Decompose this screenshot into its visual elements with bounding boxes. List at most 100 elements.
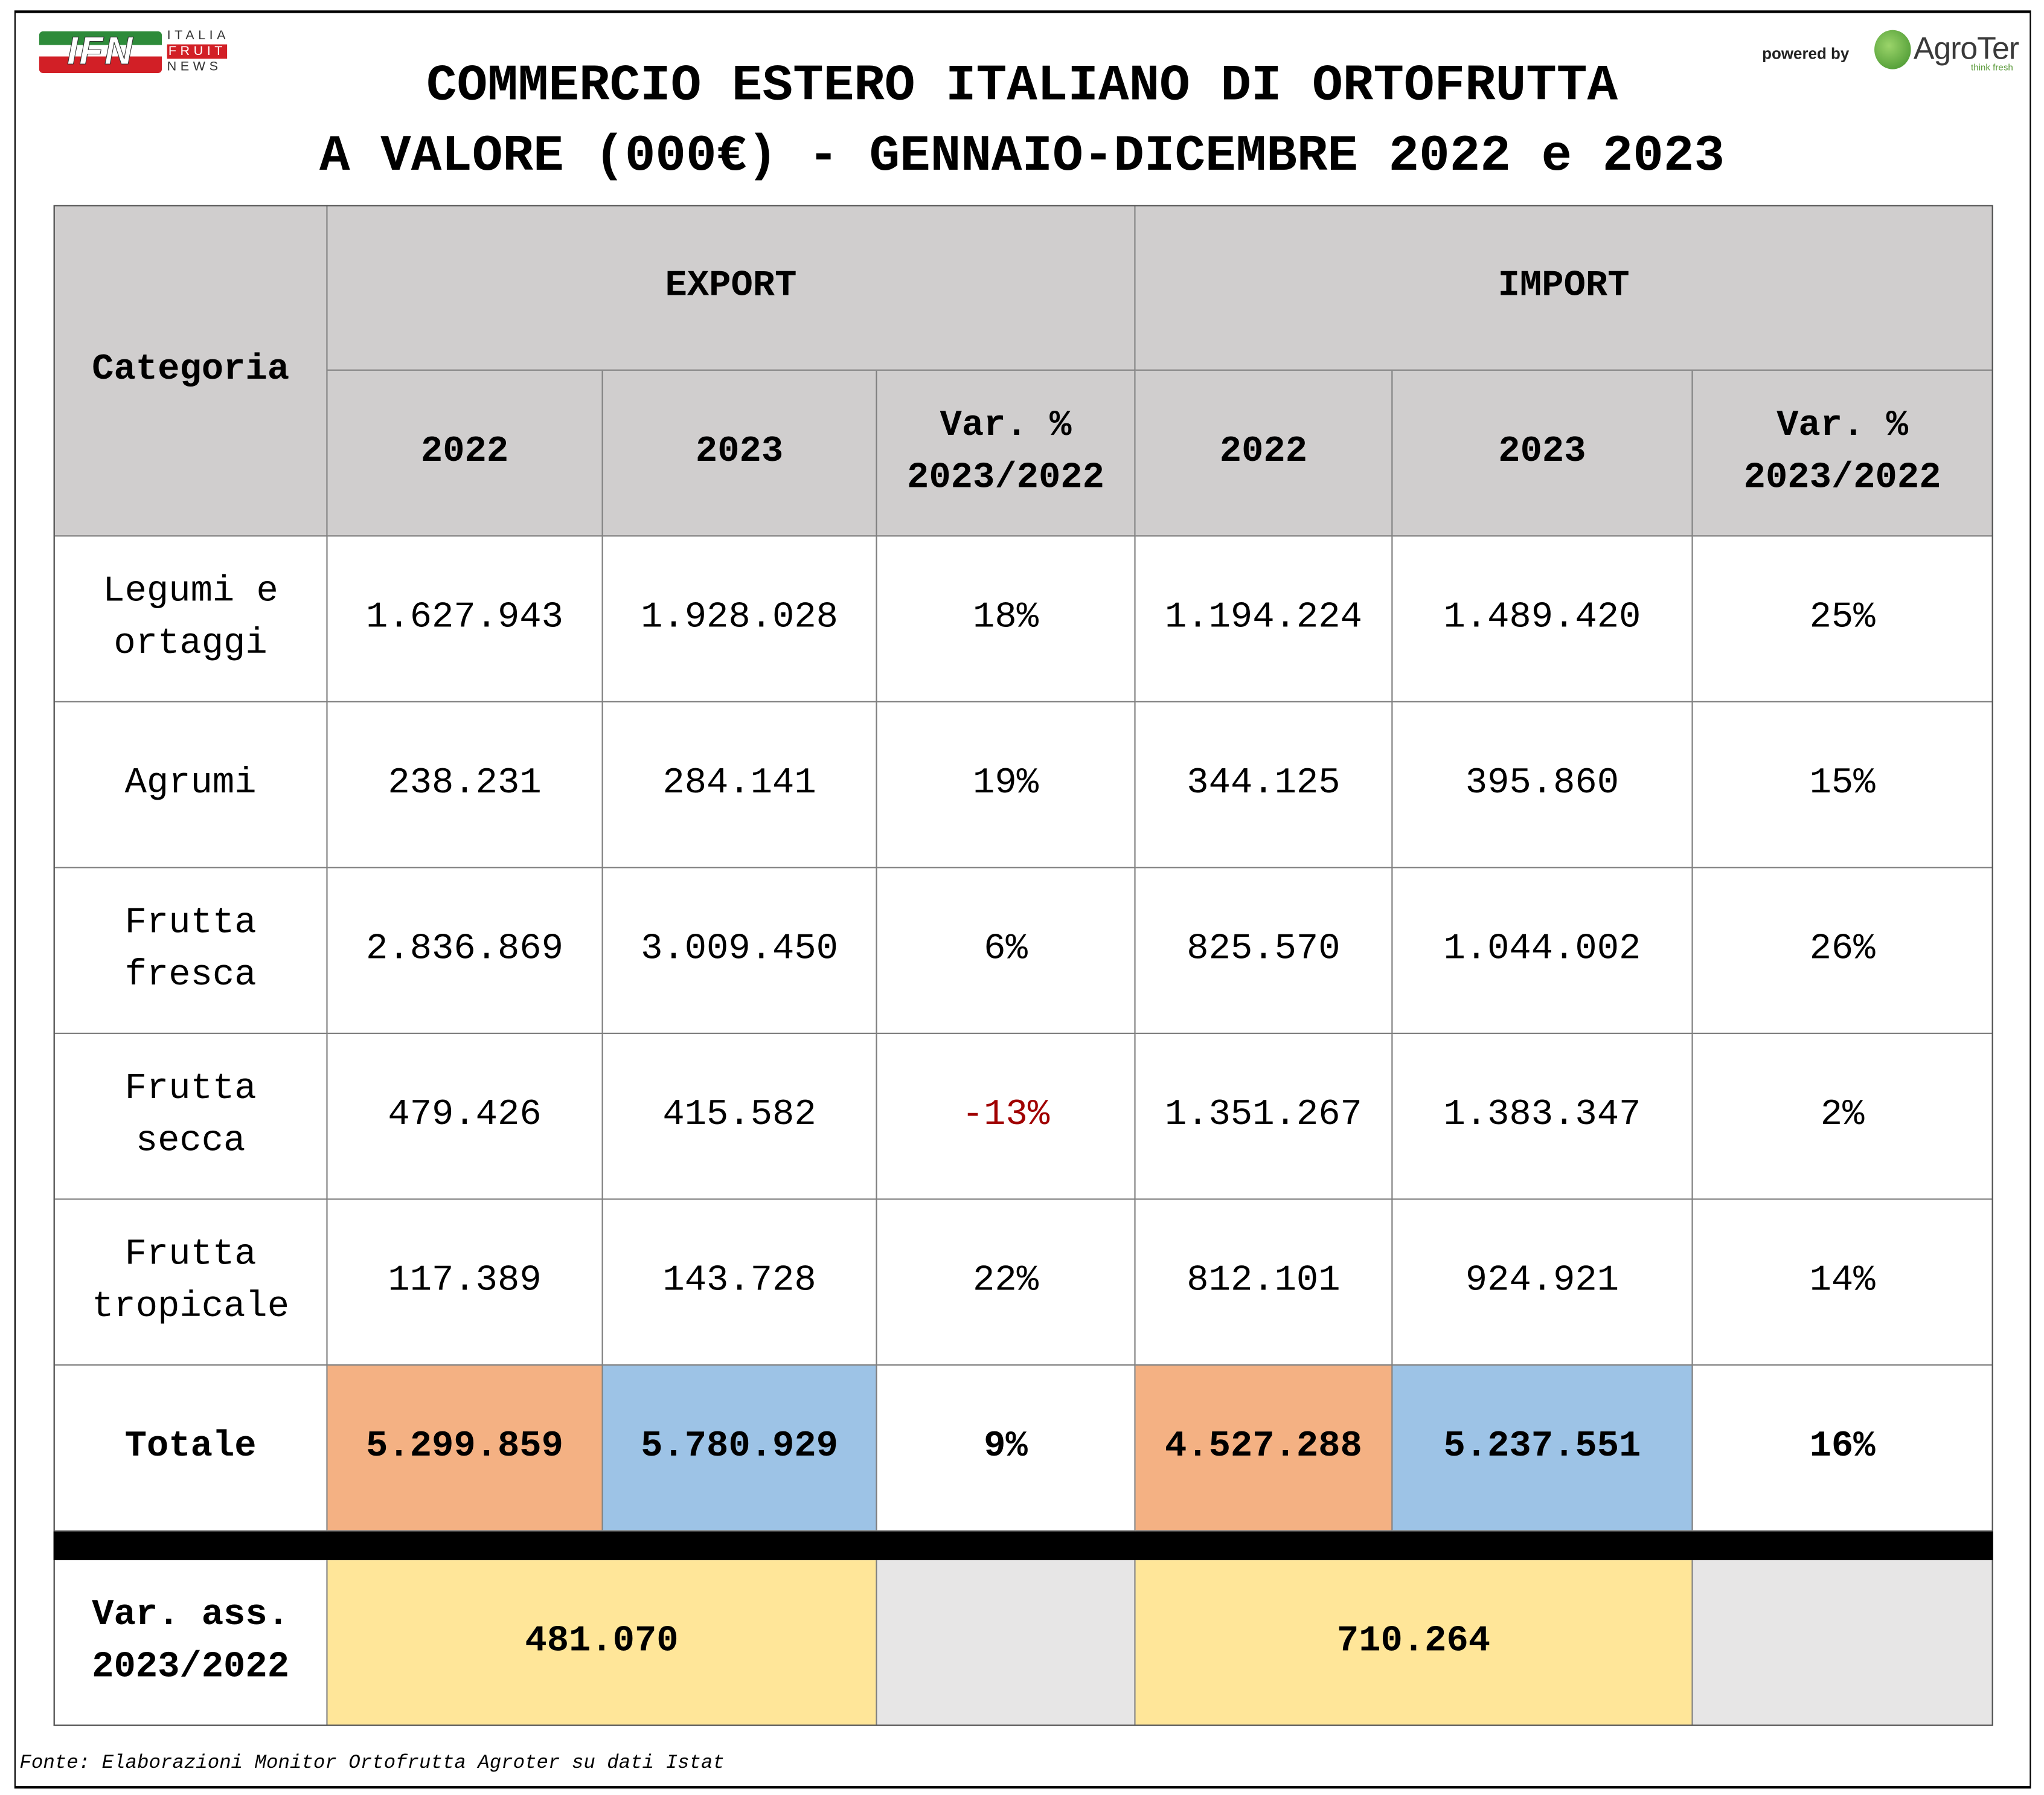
header-import-var: Var. % 2023/2022: [1693, 370, 1993, 537]
table-cell: 26%: [1693, 868, 1993, 1034]
total-cell: 5.780.929: [603, 1366, 877, 1532]
tree-icon: [1874, 30, 1911, 69]
separator-bar: [53, 1531, 1993, 1561]
table-cell-text: 924.921: [1465, 1261, 1620, 1302]
source-note: Fonte: Elaborazioni Monitor Ortofrutta A…: [19, 1752, 725, 1774]
total-cell-text: 16%: [1809, 1427, 1876, 1468]
total-label: Totale: [53, 1366, 328, 1532]
frame: [14, 10, 2031, 1789]
header-categoria-text: Categoria: [92, 349, 290, 390]
table-cell: 415.582: [603, 1033, 877, 1200]
table-cell: 22%: [877, 1199, 1136, 1366]
row-category: Frutta fresca: [53, 868, 328, 1034]
abs-var-import: 710.264: [1135, 1560, 1693, 1726]
table-cell: 18%: [877, 536, 1136, 702]
table-cell: 143.728: [603, 1199, 877, 1366]
header-import-2023: 2023: [1392, 370, 1693, 537]
table-cell: 924.921: [1392, 1199, 1693, 1366]
row-category-text: Frutta secca: [124, 1069, 257, 1162]
table-cell: 479.426: [327, 1033, 603, 1200]
row-category: Agrumi: [53, 702, 328, 869]
table-cell: 15%: [1693, 702, 1993, 869]
abs-var-label-text: Var. ass. 2023/2022: [92, 1595, 290, 1688]
total-cell-text: 4.527.288: [1164, 1427, 1362, 1468]
table-cell-text: 22%: [973, 1261, 1039, 1302]
header-export-2022-text: 2022: [420, 432, 509, 473]
ifn-logo: IFN ITALIA FRUIT NEWS: [39, 29, 243, 76]
table-cell-text: 26%: [1809, 930, 1876, 971]
table-cell-text: 395.860: [1465, 763, 1620, 804]
header-export: EXPORT: [327, 205, 1136, 371]
table-cell-text: 19%: [973, 763, 1039, 804]
total-cell-text: 5.780.929: [641, 1427, 838, 1468]
table-cell-text: 1.044.002: [1443, 930, 1641, 971]
table-cell-text: 415.582: [662, 1095, 816, 1136]
table-cell: 6%: [877, 868, 1136, 1034]
header-export-text: EXPORT: [665, 266, 797, 307]
table-cell: 1.489.420: [1392, 536, 1693, 702]
table-cell-text: 825.570: [1187, 930, 1341, 971]
row-category: Frutta tropicale: [53, 1199, 328, 1366]
abs-var-label: Var. ass. 2023/2022: [53, 1560, 328, 1726]
title-line-2: A VALORE (000€) - GENNAIO-DICEMBRE 2022 …: [319, 127, 1725, 185]
table-cell: 395.860: [1392, 702, 1693, 869]
row-category-text: Agrumi: [124, 763, 257, 804]
table-cell: 1.627.943: [327, 536, 603, 702]
table-cell: 825.570: [1135, 868, 1393, 1034]
agroter-logo: powered by AgroTer think fresh: [1762, 26, 2023, 78]
header-export-var: Var. % 2023/2022: [877, 370, 1136, 537]
table-cell-text: -13%: [961, 1095, 1050, 1136]
table-cell-text: 1.351.267: [1164, 1095, 1362, 1136]
table-cell-text: 1.928.028: [641, 598, 838, 639]
total-cell-text: 5.299.859: [366, 1427, 563, 1468]
table-cell: 344.125: [1135, 702, 1393, 869]
table-cell-text: 2%: [1820, 1095, 1865, 1136]
table-cell: 117.389: [327, 1199, 603, 1366]
total-cell: 5.299.859: [327, 1366, 603, 1532]
table-cell: 14%: [1693, 1199, 1993, 1366]
header-export-2022: 2022: [327, 370, 603, 537]
abs-var-empty: [877, 1560, 1136, 1726]
abs-var-export-text: 481.070: [525, 1621, 679, 1662]
table-cell-text: 344.125: [1187, 763, 1341, 804]
row-category: Frutta secca: [53, 1033, 328, 1200]
title-line-1: COMMERCIO ESTERO ITALIANO DI ORTOFRUTTA: [426, 57, 1618, 115]
table-cell: -13%: [877, 1033, 1136, 1200]
table-cell-text: 143.728: [662, 1261, 816, 1302]
table-cell: 284.141: [603, 702, 877, 869]
table-cell: 1.383.347: [1392, 1033, 1693, 1200]
table-cell-text: 284.141: [662, 763, 816, 804]
table-cell-text: 2.836.869: [366, 930, 563, 971]
table-cell: 2.836.869: [327, 868, 603, 1034]
header-import-2022: 2022: [1135, 370, 1393, 537]
table-cell-text: 812.101: [1187, 1261, 1341, 1302]
row-category: Legumi e ortaggi: [53, 536, 328, 702]
table-cell-text: 1.194.224: [1164, 598, 1362, 639]
total-cell: 16%: [1693, 1366, 1993, 1532]
total-label-text: Totale: [124, 1427, 257, 1468]
header-import-2022-text: 2022: [1219, 432, 1308, 473]
table-cell: 1.928.028: [603, 536, 877, 702]
table-cell-text: 15%: [1809, 763, 1876, 804]
table-cell-text: 238.231: [388, 763, 542, 804]
table-cell: 25%: [1693, 536, 1993, 702]
abs-var-empty: [1693, 1560, 1993, 1726]
table-cell-text: 479.426: [388, 1095, 542, 1136]
table-cell-text: 18%: [973, 598, 1039, 639]
header-import-2023-text: 2023: [1498, 432, 1586, 473]
table-cell: 3.009.450: [603, 868, 877, 1034]
total-cell: 5.237.551: [1392, 1366, 1693, 1532]
abs-var-import-text: 710.264: [1336, 1621, 1491, 1662]
header-categoria: Categoria: [53, 205, 328, 537]
table-cell: 1.044.002: [1392, 868, 1693, 1034]
table-cell: 19%: [877, 702, 1136, 869]
row-category-text: Legumi e ortaggi: [103, 571, 278, 665]
header-import: IMPORT: [1135, 205, 1993, 371]
total-cell: 4.527.288: [1135, 1366, 1393, 1532]
header-export-2023-text: 2023: [695, 432, 784, 473]
row-category-text: Frutta tropicale: [92, 1235, 290, 1328]
abs-var-export: 481.070: [327, 1560, 877, 1726]
row-category-text: Frutta fresca: [124, 903, 257, 997]
total-cell-text: 9%: [984, 1427, 1028, 1468]
